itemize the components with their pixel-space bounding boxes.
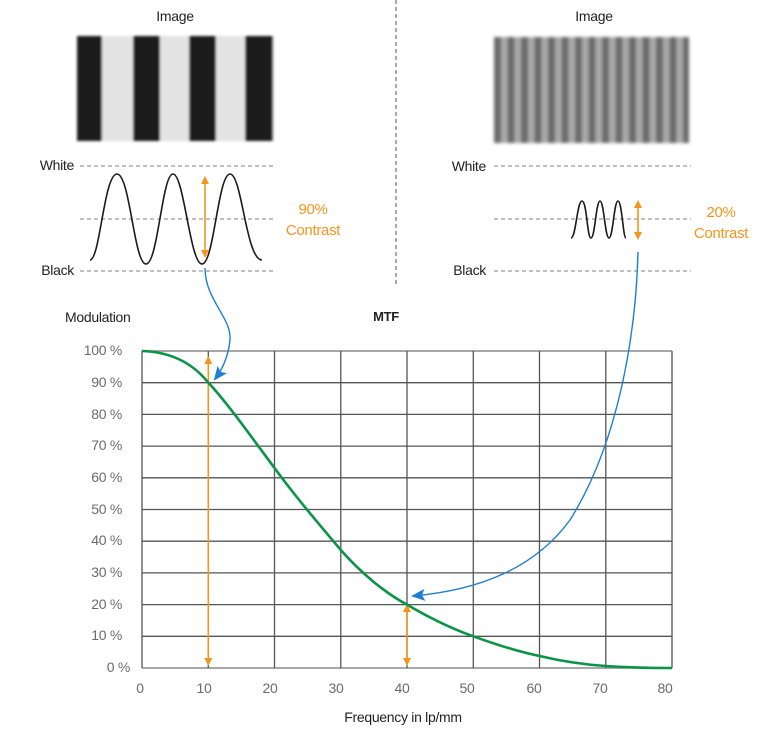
- right-contrast-value: 20%: [706, 204, 736, 221]
- y-axis-title: Modulation: [65, 309, 131, 325]
- x-axis-title: Frequency in lp/mm: [344, 709, 462, 725]
- y-tick-50: 50 %: [91, 501, 122, 517]
- right-black-label: Black: [453, 262, 486, 278]
- right-white-label: White: [451, 158, 487, 174]
- y-tick-30: 30 %: [91, 564, 122, 580]
- y-tick-10: 10 %: [91, 627, 122, 643]
- link-arrow-right: [411, 251, 639, 601]
- y-tick-0: 0 %: [106, 659, 131, 675]
- right-intensity-wave: [570, 200, 627, 239]
- y-tick-40: 40 %: [91, 532, 122, 548]
- x-tick-60: 60: [526, 680, 542, 696]
- x-tick-20: 20: [262, 680, 278, 696]
- right-contrast-label: Contrast: [693, 225, 749, 242]
- y-tick-100: 100 %: [83, 342, 123, 358]
- mtf-curve: [141, 349, 673, 670]
- right-bar-target: [494, 37, 689, 143]
- y-tick-80: 80 %: [91, 406, 122, 422]
- x-tick-30: 30: [328, 680, 344, 696]
- x-tick-10: 10: [196, 680, 212, 696]
- x-tick-80: 80: [657, 680, 673, 696]
- x-tick-40: 40: [394, 680, 410, 696]
- right-reference-lines: [494, 165, 691, 272]
- left-intensity-wave: [89, 173, 263, 265]
- y-tick-60: 60 %: [91, 469, 122, 485]
- left-black-label: Black: [41, 262, 74, 278]
- mtf-chart-grid: [141, 350, 673, 669]
- link-arrow-left: [204, 267, 231, 381]
- left-bar-target: [77, 36, 274, 141]
- left-contrast-label: Contrast: [285, 222, 341, 239]
- left-image-label: Image: [156, 8, 194, 24]
- x-tick-0: 0: [136, 680, 144, 696]
- chart-title: MTF: [373, 309, 399, 324]
- left-contrast-value: 90%: [298, 201, 328, 218]
- x-tick-70: 70: [592, 680, 608, 696]
- left-white-label: White: [39, 157, 75, 173]
- y-tick-90: 90 %: [91, 374, 122, 390]
- right-image-label: Image: [575, 8, 613, 24]
- left-reference-lines: [80, 165, 276, 272]
- y-tick-20: 20 %: [91, 596, 122, 612]
- x-tick-50: 50: [459, 680, 475, 696]
- y-tick-70: 70 %: [91, 437, 122, 453]
